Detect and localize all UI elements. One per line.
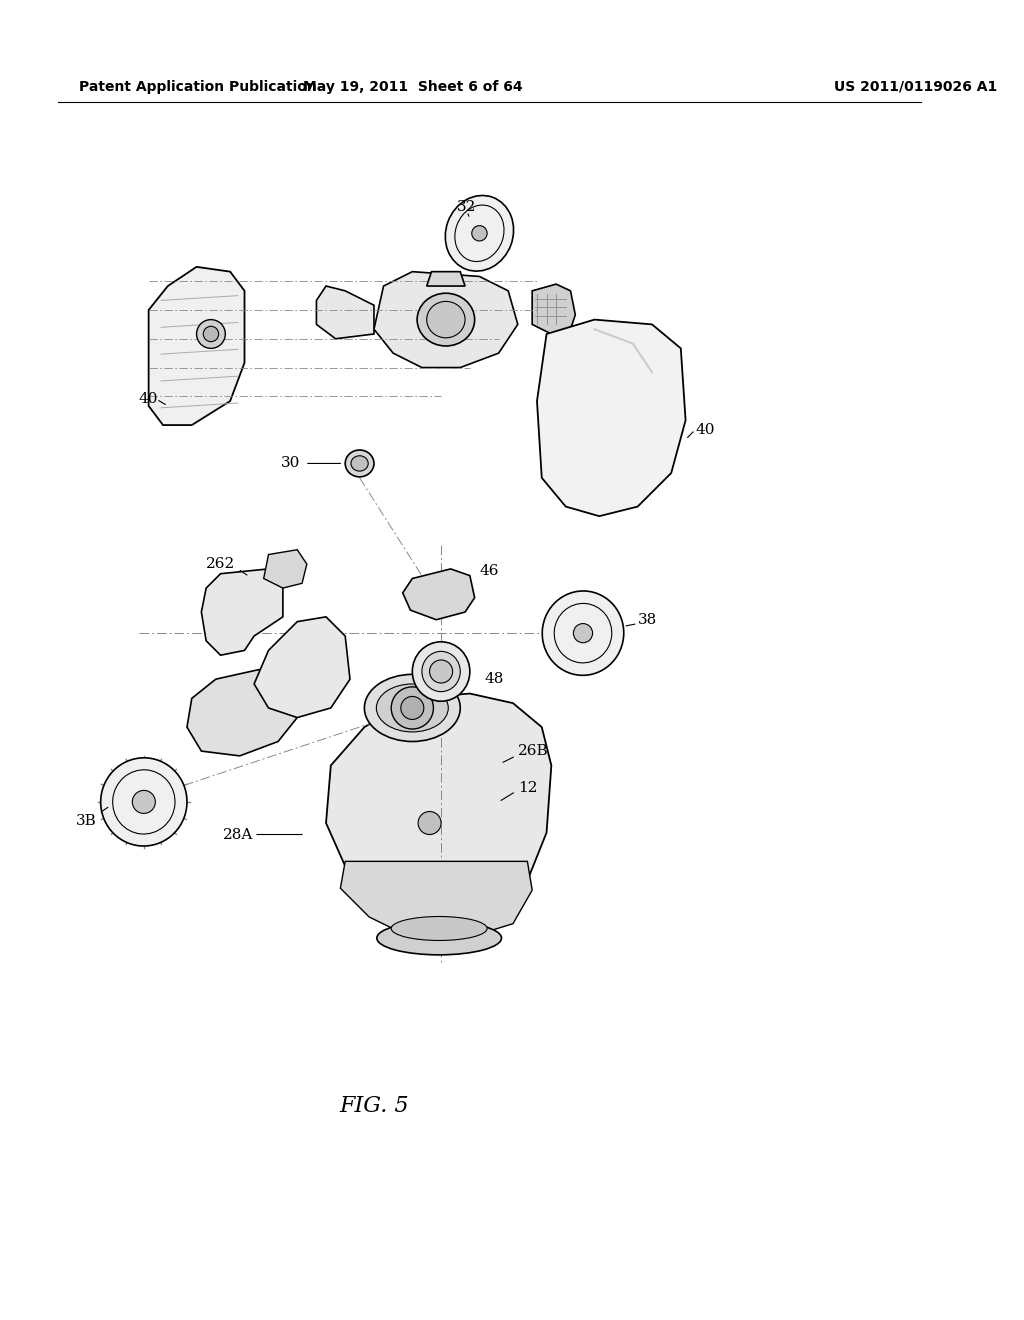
Ellipse shape <box>413 642 470 701</box>
Text: 40: 40 <box>139 392 159 407</box>
Circle shape <box>400 697 424 719</box>
Text: 38: 38 <box>638 612 657 627</box>
Ellipse shape <box>377 921 502 954</box>
Circle shape <box>472 226 487 242</box>
Text: May 19, 2011  Sheet 6 of 64: May 19, 2011 Sheet 6 of 64 <box>302 79 522 94</box>
Circle shape <box>430 660 453 682</box>
Text: US 2011/0119026 A1: US 2011/0119026 A1 <box>835 79 997 94</box>
Polygon shape <box>402 569 475 619</box>
Text: FIG. 5: FIG. 5 <box>339 1094 409 1117</box>
Text: 28A: 28A <box>222 828 253 842</box>
Ellipse shape <box>445 195 514 271</box>
Ellipse shape <box>427 301 465 338</box>
Polygon shape <box>148 267 245 425</box>
Circle shape <box>391 686 433 729</box>
Text: 26B: 26B <box>518 744 549 758</box>
Polygon shape <box>202 569 283 655</box>
Polygon shape <box>326 693 551 939</box>
Text: 46: 46 <box>479 564 499 578</box>
Ellipse shape <box>417 293 475 346</box>
Ellipse shape <box>422 651 460 692</box>
Polygon shape <box>537 319 686 516</box>
Ellipse shape <box>365 675 460 742</box>
Polygon shape <box>340 862 532 942</box>
Text: Patent Application Publication: Patent Application Publication <box>79 79 316 94</box>
Polygon shape <box>187 669 297 756</box>
Circle shape <box>197 319 225 348</box>
Polygon shape <box>374 272 518 367</box>
Circle shape <box>204 326 218 342</box>
Text: 12: 12 <box>518 780 538 795</box>
Text: 48: 48 <box>484 672 504 686</box>
Text: 32: 32 <box>458 201 476 214</box>
Ellipse shape <box>100 758 187 846</box>
Polygon shape <box>427 272 465 286</box>
Ellipse shape <box>351 455 369 471</box>
Text: 3B: 3B <box>76 814 96 828</box>
Text: 262: 262 <box>206 557 236 572</box>
Polygon shape <box>264 549 307 589</box>
Ellipse shape <box>391 916 487 940</box>
Polygon shape <box>532 284 575 334</box>
Polygon shape <box>316 286 374 339</box>
Circle shape <box>132 791 156 813</box>
Text: 40: 40 <box>695 422 715 437</box>
Ellipse shape <box>345 450 374 477</box>
Ellipse shape <box>543 591 624 676</box>
Polygon shape <box>254 616 350 718</box>
Ellipse shape <box>377 684 449 731</box>
Text: 30: 30 <box>281 457 300 470</box>
Circle shape <box>573 623 593 643</box>
Circle shape <box>418 812 441 834</box>
